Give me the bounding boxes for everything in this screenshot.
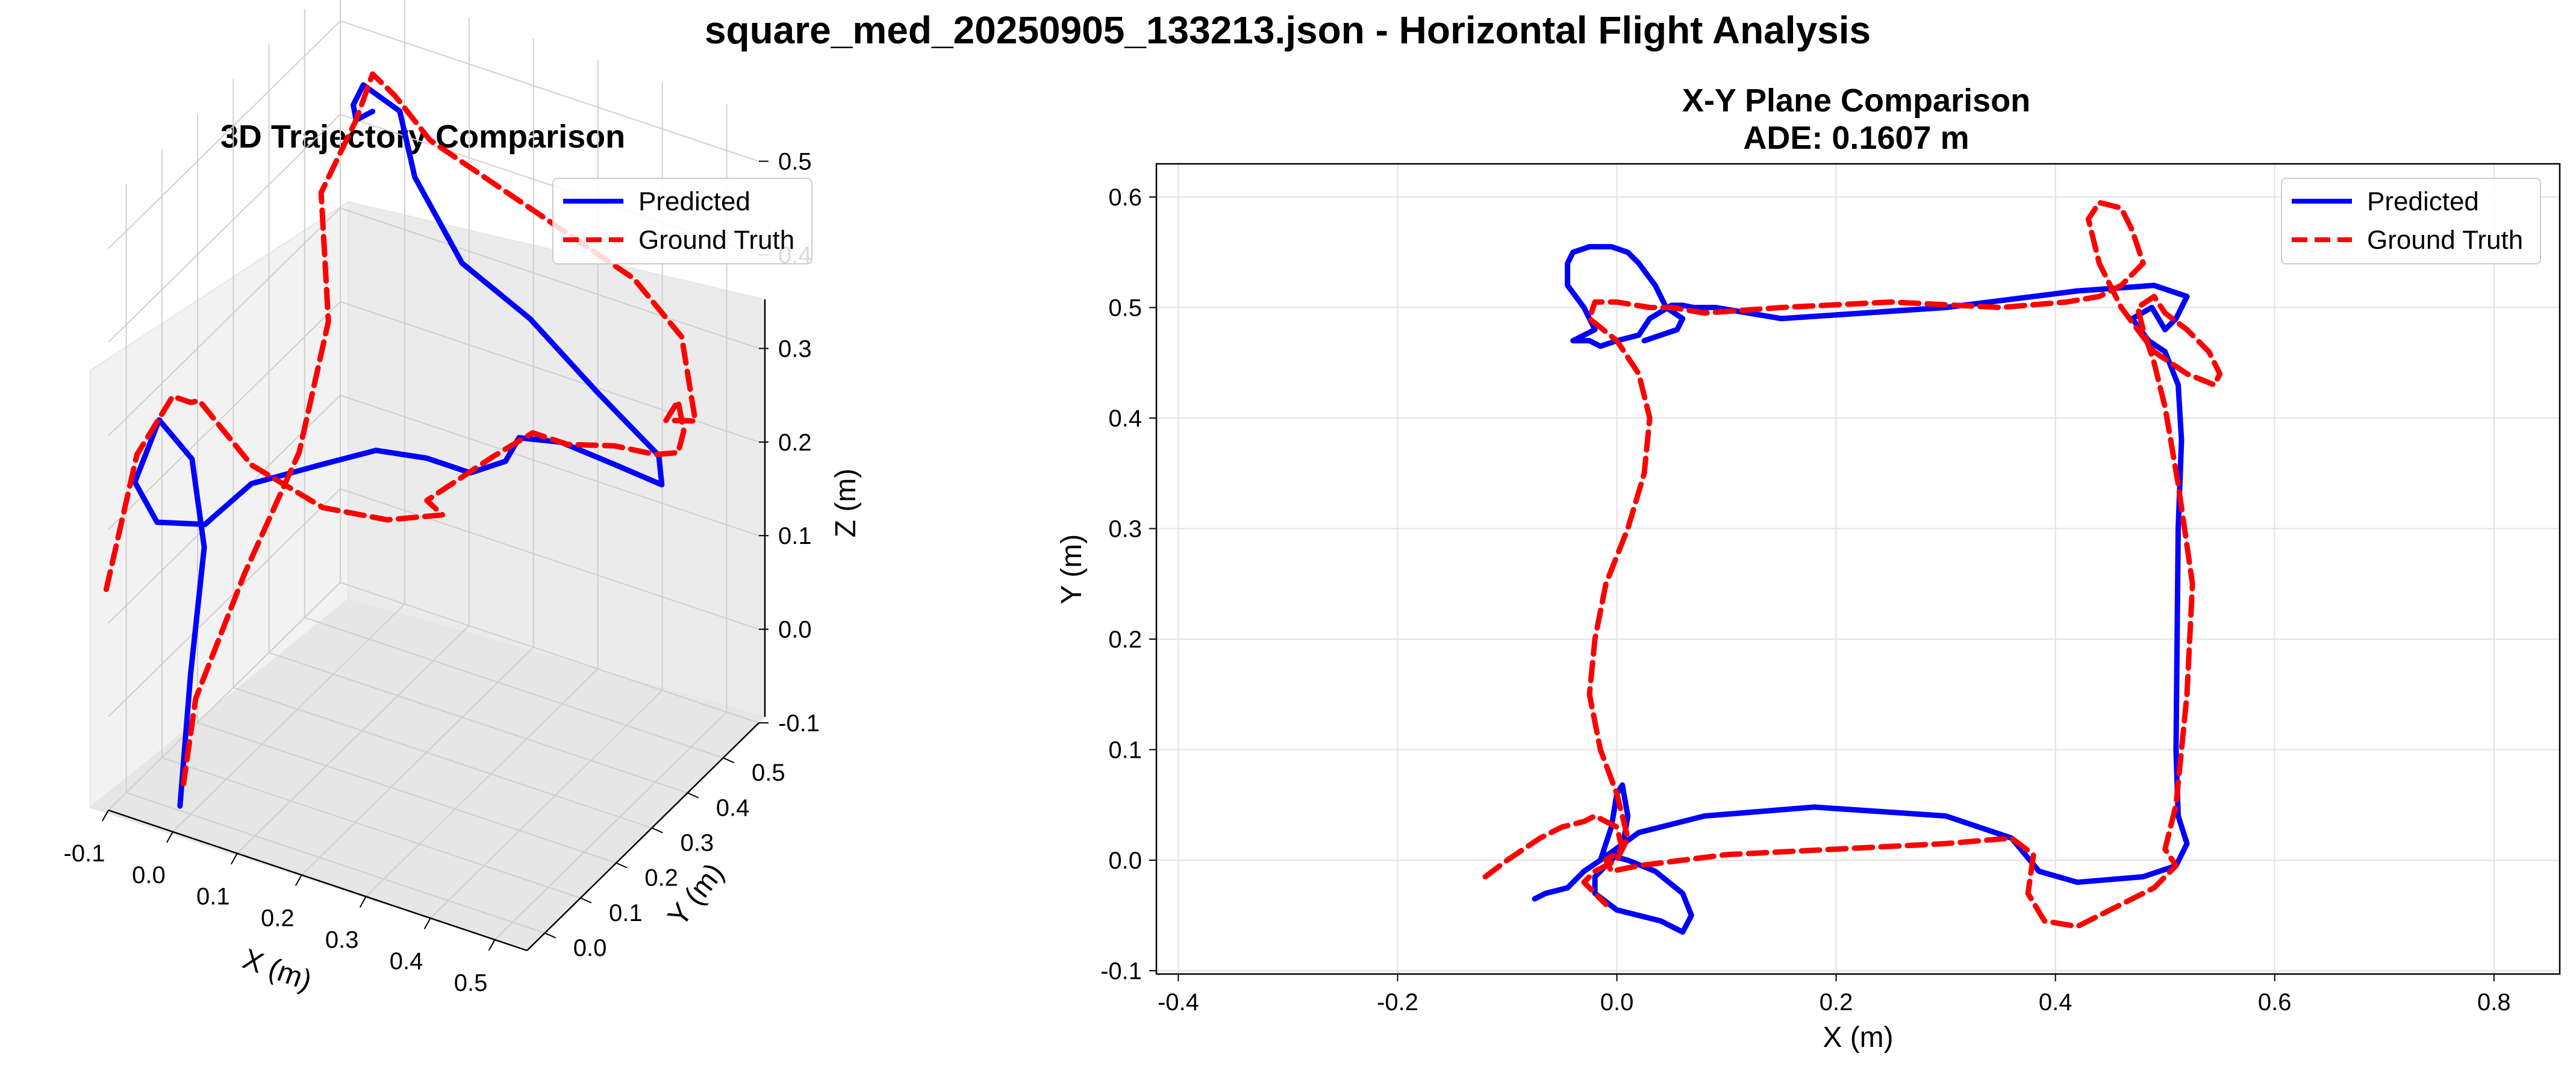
3d-wall-gridline	[108, 582, 341, 811]
3d-floor-gridline	[494, 711, 728, 940]
3d-y-tick-mark	[687, 792, 699, 799]
3d-z-tick-label: -0.1	[778, 710, 820, 737]
3d-z-tick-label: 0.5	[778, 149, 812, 175]
3d-legend-ground-truth-label: Ground Truth	[638, 225, 794, 255]
y-tick-label: 0.2	[1108, 626, 1142, 653]
3d-floor-gridline	[365, 668, 599, 898]
3d-x-tick-label: 0.2	[261, 905, 295, 932]
3d-floor-gridline	[304, 617, 724, 759]
2d-legend: Predicted Ground Truth	[2281, 178, 2541, 264]
3d-wall-gridline	[108, 207, 341, 437]
3d-y-tick-mark	[651, 827, 663, 834]
3d-y-tick-label: 0.1	[609, 900, 643, 926]
3d-x-axis-label: X (m)	[239, 943, 316, 997]
3d-x-tick-mark	[166, 831, 173, 843]
3d-z-tick-label: 0.1	[778, 523, 812, 549]
3d-y-tick-mark	[544, 932, 557, 938]
3d-z-axis-label: Z (m)	[830, 469, 862, 538]
3d-wall-gridline	[340, 207, 759, 349]
3d-legend-predicted-label: Predicted	[638, 187, 750, 216]
3d-z-tick-label: 0.0	[778, 617, 812, 643]
y-tick-label: -0.1	[1100, 958, 1142, 984]
x-tick-label: 0.8	[2477, 989, 2511, 1016]
3d-y-tick-label: 0.5	[752, 760, 785, 786]
3d-x-tick-label: 0.0	[132, 862, 166, 888]
y-tick-label: 0.4	[1108, 405, 1142, 432]
3d-y-tick-label: 0.3	[681, 829, 714, 856]
3d-x-tick-label: 0.4	[390, 948, 423, 975]
3d-y-axis-line	[526, 722, 759, 951]
2d-axes-title: X-Y Plane Comparison	[1682, 83, 2030, 119]
3d-y-tick-mark	[723, 757, 735, 764]
x-tick-label: -0.4	[1158, 989, 1199, 1016]
y-tick-label: 0.1	[1108, 737, 1142, 764]
3d-axes-title: 3D Trajectory Comparison	[220, 119, 625, 155]
3d-wall-gridline	[340, 395, 759, 537]
3d-y-tick-label: 0.2	[644, 865, 678, 891]
3d-legend: Predicted Ground Truth	[552, 178, 812, 264]
3d-trajectory-lines	[103, 71, 698, 809]
3d-floor-gridline	[172, 604, 405, 832]
x-tick-label: -0.2	[1377, 989, 1418, 1016]
3d-x-tick-label: 0.3	[325, 926, 359, 953]
3d-x-tick-label: -0.1	[64, 840, 105, 867]
2d-legend-ground-truth-label: Ground Truth	[2367, 225, 2523, 255]
3d-floor-gridline	[232, 687, 652, 829]
3d-floor-gridline	[161, 757, 581, 899]
3d-x-axis-line	[108, 809, 528, 952]
x-tick-label: 0.2	[1820, 989, 1853, 1016]
3d-z-tick-label: 0.2	[778, 429, 812, 456]
y-tick-label: 0.5	[1108, 295, 1142, 322]
2d-x-axis-label: X (m)	[1823, 1022, 1893, 1054]
3d-x-tick-mark	[295, 875, 302, 887]
x-tick-label: 0.6	[2258, 989, 2292, 1016]
3d-x-tick-mark	[102, 810, 109, 822]
ground-truth-line-3d	[103, 71, 698, 787]
3d-wall-gridline	[108, 114, 341, 343]
y-tick-label: 0.3	[1108, 516, 1142, 543]
ground-truth-line-2d	[1482, 199, 2223, 929]
2d-legend-predicted-label: Predicted	[2367, 187, 2479, 216]
3d-axes: 3D Trajectory Comparison -0.10.00.10.20.…	[64, 0, 862, 997]
3d-x-tick-mark	[488, 939, 496, 951]
2d-axes-subtitle: ADE: 0.1607 m	[1743, 120, 1969, 156]
3d-x-tick-label: 0.1	[196, 884, 230, 910]
3d-floor-gridline	[197, 722, 617, 864]
2d-trajectory-lines	[1482, 199, 2223, 935]
3d-wall-gridline	[108, 301, 341, 530]
3d-floor-gridline	[126, 792, 545, 934]
3d-wall-gridline	[340, 20, 759, 162]
x-tick-label: 0.4	[2039, 989, 2072, 1016]
3d-y-tick-label: 0.0	[573, 935, 607, 961]
2d-plot-frame	[1155, 163, 2561, 975]
3d-y-tick-mark	[616, 862, 628, 869]
3d-y-tick-mark	[580, 897, 592, 904]
3d-x-tick-mark	[423, 917, 431, 929]
2d-tick-labels: -0.4 -0.2 0.0 0.2 0.4 0.6 0.8 -0.1 0.0 0.1 0.2 0.3 0…	[1100, 184, 2511, 1016]
2d-plot-area	[1156, 164, 2560, 974]
3d-floor-gridline	[237, 625, 470, 854]
3d-x-tick-mark	[359, 896, 367, 908]
3d-gridlines	[108, 0, 759, 940]
x-tick-label: 0.0	[1600, 989, 1634, 1016]
3d-wall-gridline	[340, 488, 759, 630]
3d-x-tick-mark	[230, 853, 238, 865]
2d-y-axis-label: Y (m)	[1056, 534, 1088, 604]
3d-floor-gridline	[429, 690, 663, 919]
3d-floor-gridline	[269, 652, 688, 794]
3d-wall-gridline	[340, 582, 759, 723]
3d-wall-gridline	[108, 488, 341, 717]
2d-gridlines	[1156, 164, 2560, 974]
predicted-line-3d	[132, 82, 665, 809]
3d-y-tick-label: 0.4	[716, 795, 750, 821]
3d-floor-gridline	[301, 646, 534, 876]
figure-suptitle: square_med_20250905_133213.json - Horizo…	[705, 8, 1871, 52]
y-tick-label: 0.6	[1108, 184, 1142, 211]
3d-x-tick-label: 0.5	[454, 970, 488, 996]
y-tick-label: 0.0	[1108, 848, 1142, 874]
3d-z-tick-label: 0.3	[778, 336, 812, 362]
3d-wall-gridline	[108, 20, 341, 249]
2d-axes: X-Y Plane Comparison ADE: 0.1607 m -0.4-…	[1056, 83, 2561, 1054]
